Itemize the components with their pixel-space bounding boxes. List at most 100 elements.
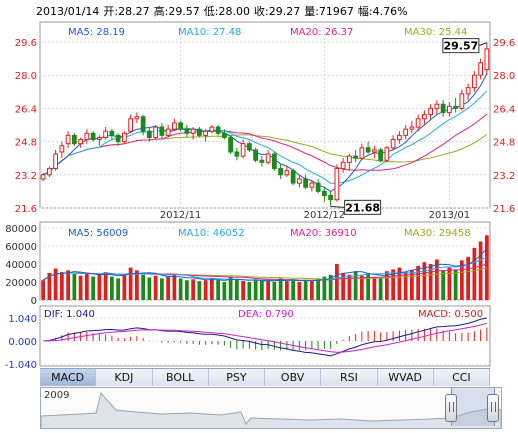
volume-ma30-label: MA30: 29458 bbox=[404, 228, 471, 239]
navigator-left-handle[interactable] bbox=[445, 394, 457, 422]
candle-body bbox=[115, 134, 121, 143]
candle-body bbox=[197, 128, 202, 136]
time-navigator[interactable]: 2009 bbox=[40, 387, 502, 429]
candle-body bbox=[309, 182, 315, 188]
volume-bar bbox=[197, 281, 202, 300]
quote-close: 收:29.27 bbox=[254, 5, 301, 18]
price-ytick-right: 21.6 bbox=[493, 204, 515, 215]
tab-obv[interactable]: OBV bbox=[265, 369, 322, 386]
candle-body bbox=[140, 116, 146, 132]
candle-body bbox=[178, 122, 183, 130]
candle-body bbox=[384, 147, 390, 161]
quote-volume: 量:71967 bbox=[304, 5, 354, 18]
macd-dea-line bbox=[43, 322, 488, 353]
candle-body bbox=[53, 153, 58, 170]
candle-body bbox=[297, 178, 302, 184]
quote-open: 开:28.27 bbox=[103, 5, 150, 18]
candle-body bbox=[447, 105, 452, 114]
candle-body bbox=[90, 132, 96, 141]
macd-macd-label: MACD: 0.500 bbox=[418, 309, 483, 320]
price-ytick-right: 24.8 bbox=[493, 138, 515, 149]
candle-body bbox=[122, 132, 127, 143]
volume-bar bbox=[453, 269, 458, 300]
price-ma20-line bbox=[42, 113, 488, 176]
volume-bar bbox=[60, 272, 64, 300]
candle-body bbox=[153, 126, 158, 138]
volume-ytick: 20000 bbox=[5, 278, 37, 289]
volume-bar bbox=[91, 276, 95, 300]
price-ytick-left: 26.4 bbox=[15, 104, 37, 115]
volume-bar bbox=[322, 276, 327, 300]
quote-header: 2013/01/14 开:28.27 高:29.57 低:28.00 收:29.27 量:… bbox=[36, 3, 412, 19]
candle-body bbox=[397, 134, 402, 141]
volume-bar bbox=[66, 270, 70, 300]
candle-body bbox=[247, 143, 252, 151]
candle-body bbox=[359, 147, 365, 159]
volume-bar bbox=[228, 276, 233, 300]
tab-rsi[interactable]: RSI bbox=[321, 369, 378, 386]
candle-body bbox=[328, 195, 333, 201]
volume-bar bbox=[203, 280, 208, 300]
candle-body bbox=[184, 128, 190, 134]
tab-boll[interactable]: BOLL bbox=[153, 369, 209, 386]
candle-body bbox=[209, 126, 215, 132]
volume-bar bbox=[441, 270, 445, 300]
volume-bar bbox=[316, 278, 320, 300]
volume-bar bbox=[378, 278, 383, 300]
candle-body bbox=[340, 161, 346, 170]
volume-bar bbox=[397, 267, 402, 300]
volume-bar bbox=[141, 274, 145, 300]
navigator-right-handle[interactable] bbox=[487, 394, 499, 422]
volume-bar bbox=[391, 269, 395, 300]
volume-bar bbox=[460, 260, 464, 300]
volume-bar bbox=[103, 272, 108, 300]
price-ytick-right: 29.6 bbox=[493, 38, 515, 49]
volume-bar bbox=[253, 280, 258, 300]
macd-dea-label: DEA: 0.790 bbox=[238, 309, 294, 320]
candle-body bbox=[234, 151, 240, 157]
volume-ytick: 80000 bbox=[5, 224, 37, 235]
candle-body bbox=[428, 107, 433, 116]
candle-body bbox=[478, 62, 483, 76]
high-price-label: 29.57 bbox=[443, 40, 478, 53]
volume-bar bbox=[191, 279, 195, 300]
volume-bar bbox=[416, 265, 420, 300]
candle-body bbox=[334, 168, 340, 201]
macd-ytick: 1.040 bbox=[8, 314, 37, 325]
volume-bar bbox=[160, 278, 164, 300]
volume-bar bbox=[72, 273, 77, 300]
tab-cci[interactable]: CCI bbox=[434, 369, 490, 386]
tab-wvad[interactable]: WVAD bbox=[378, 369, 434, 386]
candle-body bbox=[59, 145, 65, 153]
volume-ma5-label: MA5: 56009 bbox=[68, 228, 128, 239]
price-ytick-left: 24.8 bbox=[15, 138, 37, 149]
volume-bar bbox=[297, 282, 302, 300]
volume-bar bbox=[285, 281, 289, 300]
price-ma5-label: MA5: 28.19 bbox=[68, 27, 125, 38]
price-ma20-label: MA20: 26.37 bbox=[290, 27, 353, 38]
tab-psy[interactable]: PSY bbox=[209, 369, 265, 386]
volume-bar bbox=[85, 273, 89, 300]
volume-bar bbox=[353, 271, 358, 300]
volume-bar bbox=[153, 275, 158, 300]
low-price-label: 21.68 bbox=[345, 201, 380, 214]
volume-bar bbox=[335, 264, 339, 300]
volume-ytick: 40000 bbox=[5, 260, 37, 271]
volume-ma20-label: MA20: 36910 bbox=[290, 228, 357, 239]
price-ytick-left: 29.6 bbox=[15, 38, 37, 49]
macd-ytick: -1.040 bbox=[5, 360, 37, 371]
candle-body bbox=[284, 170, 290, 176]
macd-dif-line bbox=[43, 317, 487, 357]
candle-body bbox=[322, 190, 327, 197]
tab-kdj[interactable]: KDJ bbox=[96, 369, 153, 386]
candle-body bbox=[240, 143, 246, 157]
price-panel-frame bbox=[39, 21, 491, 209]
candle-body bbox=[403, 128, 408, 136]
volume-bar bbox=[372, 277, 377, 300]
tab-macd[interactable]: MACD bbox=[40, 369, 97, 386]
candle-body bbox=[440, 103, 446, 114]
price-ma30-label: MA30: 25.44 bbox=[404, 27, 467, 38]
candle-body bbox=[84, 132, 90, 141]
candle-body bbox=[159, 126, 165, 136]
